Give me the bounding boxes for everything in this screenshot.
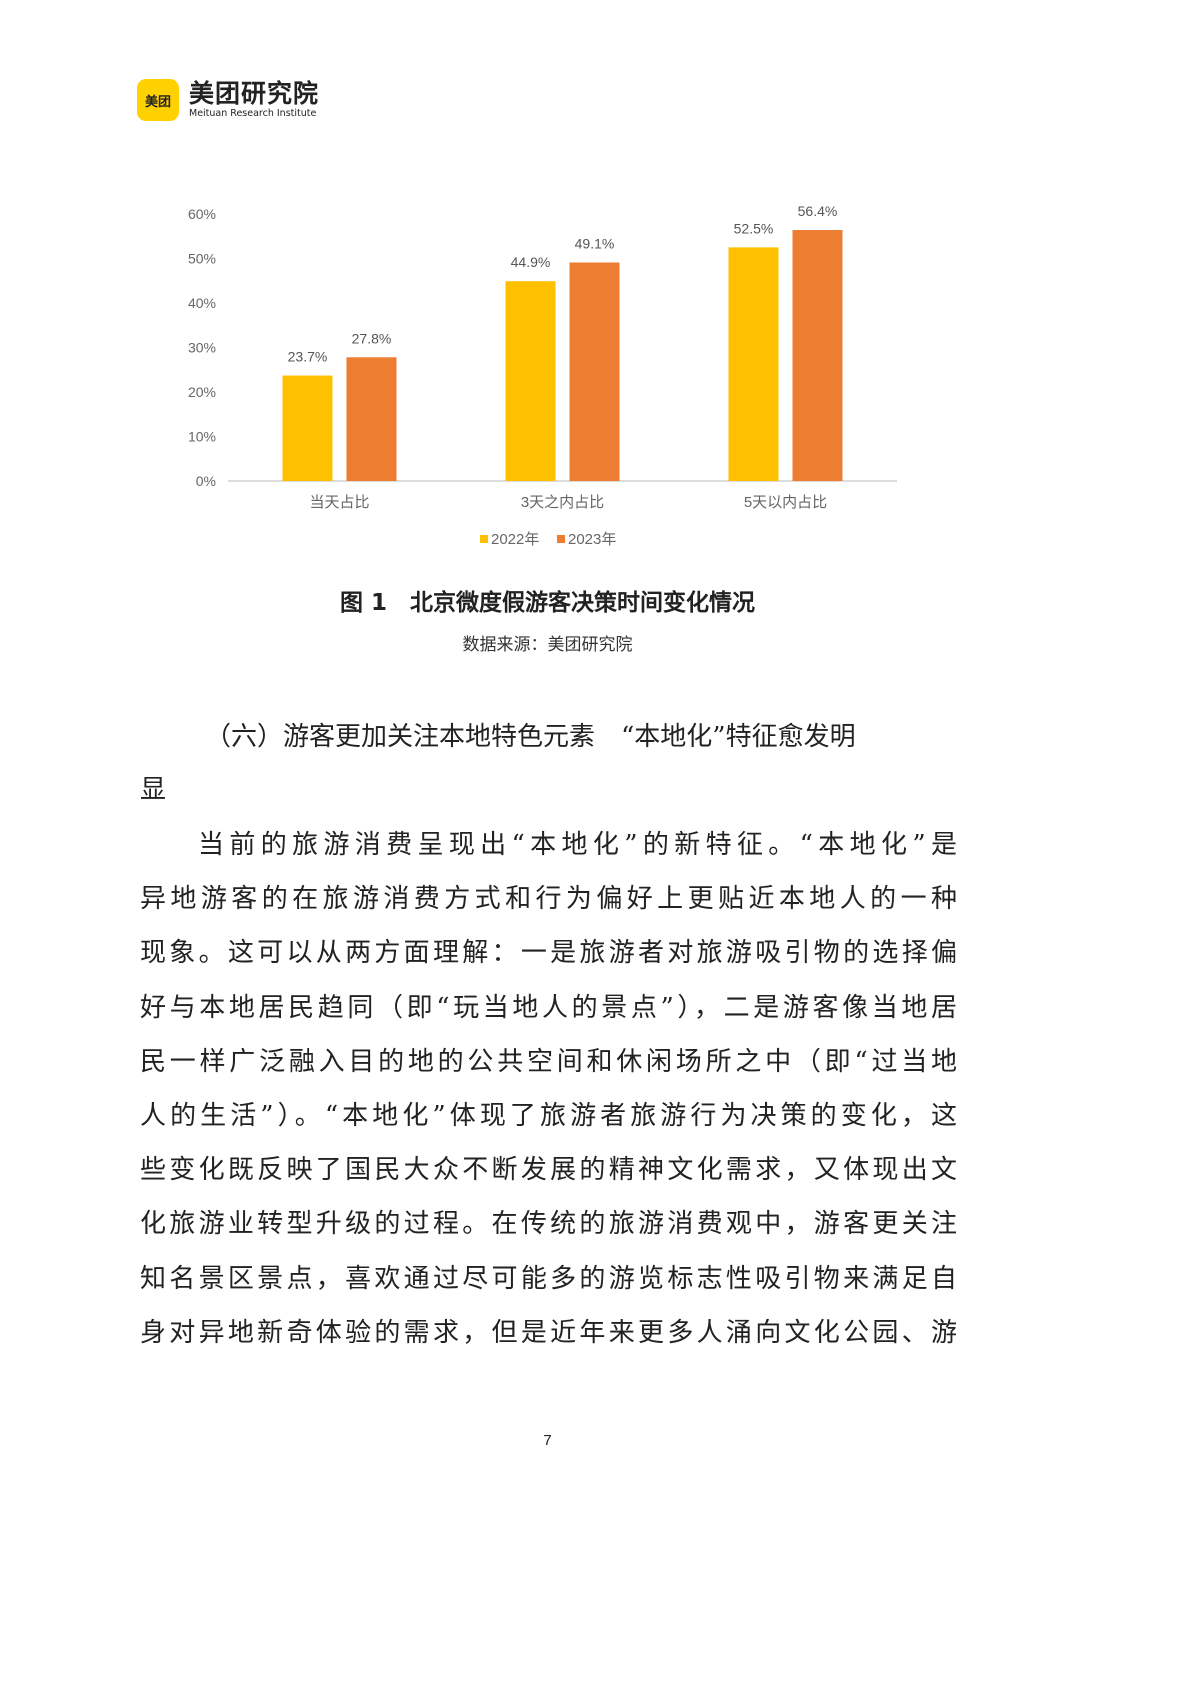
figure-source: 数据来源：美团研究院	[462, 635, 633, 655]
paragraph-line: 些变化既反映了国民大众不断发展的精神文化需求，又体现出文	[140, 1155, 957, 1186]
legend-swatch	[480, 535, 488, 543]
bar	[792, 230, 843, 481]
figure-caption: 图 1 北京微度假游客决策时间变化情况	[339, 590, 755, 616]
legend-label: 2023年	[568, 531, 616, 548]
x-tick-label: 5天以内占比	[744, 494, 827, 511]
y-tick-label: 40%	[188, 295, 216, 311]
paragraph-line: 知名景区景点，喜欢通过尽可能多的游览标志性吸引物来满足自	[140, 1263, 957, 1294]
y-tick-label: 50%	[188, 251, 216, 267]
paragraph-line: 人的生活”）。“本地化”体现了旅游者旅游行为决策的变化，这	[140, 1101, 957, 1131]
logo-badge: 美团	[137, 79, 179, 121]
paragraph-line: 化旅游业转型升级的过程。在传统的旅游消费观中，游客更关注	[140, 1209, 957, 1240]
data-label: 52.5%	[734, 220, 774, 236]
data-label: 23.7%	[288, 349, 328, 365]
paragraph-line: 民一样广泛融入目的地的公共空间和休闲场所之中（即“过当地	[140, 1046, 957, 1077]
bar	[728, 247, 779, 481]
bar	[282, 375, 333, 481]
y-tick-label: 60%	[188, 206, 216, 222]
logo-text: 美团研究院 Meituan Research Institute	[189, 80, 319, 120]
paragraph-line: 当前的旅游消费呈现出“本地化”的新特征。“本地化”是	[198, 830, 957, 860]
y-tick-label: 10%	[188, 429, 216, 445]
y-tick-label: 20%	[188, 384, 216, 400]
x-tick-label: 当天占比	[309, 494, 369, 511]
legend-swatch	[557, 535, 565, 543]
logo: 美团 美团研究院 Meituan Research Institute	[137, 79, 319, 121]
y-tick-label: 0%	[196, 473, 216, 489]
paragraph-line: 现象。这可以从两方面理解：一是旅游者对旅游吸引物的选择偏	[140, 938, 957, 969]
x-tick-label: 3天之内占比	[521, 494, 604, 511]
paragraph-line: 异地游客的在旅游消费方式和行为偏好上更贴近本地人的一种	[140, 884, 957, 915]
data-label: 27.8%	[352, 330, 392, 346]
logo-name: 美团研究院	[189, 79, 320, 108]
section-heading-line: 显	[140, 775, 167, 805]
bar	[505, 281, 556, 481]
paragraph-line: 身对异地新奇体验的需求，但是近年来更多人涌向文化公园、游	[140, 1317, 957, 1348]
bar-chart: 0% 10% 20% 30% 40% 50% 60% 当天占比 23.7% 27.8% 3天之内占比…	[188, 203, 897, 548]
page-number: 7	[543, 1432, 552, 1449]
legend-label: 2022年	[491, 531, 539, 548]
bar	[346, 357, 397, 481]
data-label: 44.9%	[511, 254, 551, 270]
bar	[569, 262, 620, 481]
logo-subtitle: Meituan Research Institute	[189, 108, 317, 119]
y-tick-label: 30%	[188, 340, 216, 356]
data-label: 56.4%	[798, 203, 838, 219]
data-label: 49.1%	[575, 236, 615, 252]
paragraph-line: 好与本地居民趋同（即“玩当地人的景点”），二是游客像当地居	[140, 992, 957, 1023]
section-heading-line: （六）游客更加关注本地特色元素 “本地化”特征愈发明	[205, 722, 856, 752]
